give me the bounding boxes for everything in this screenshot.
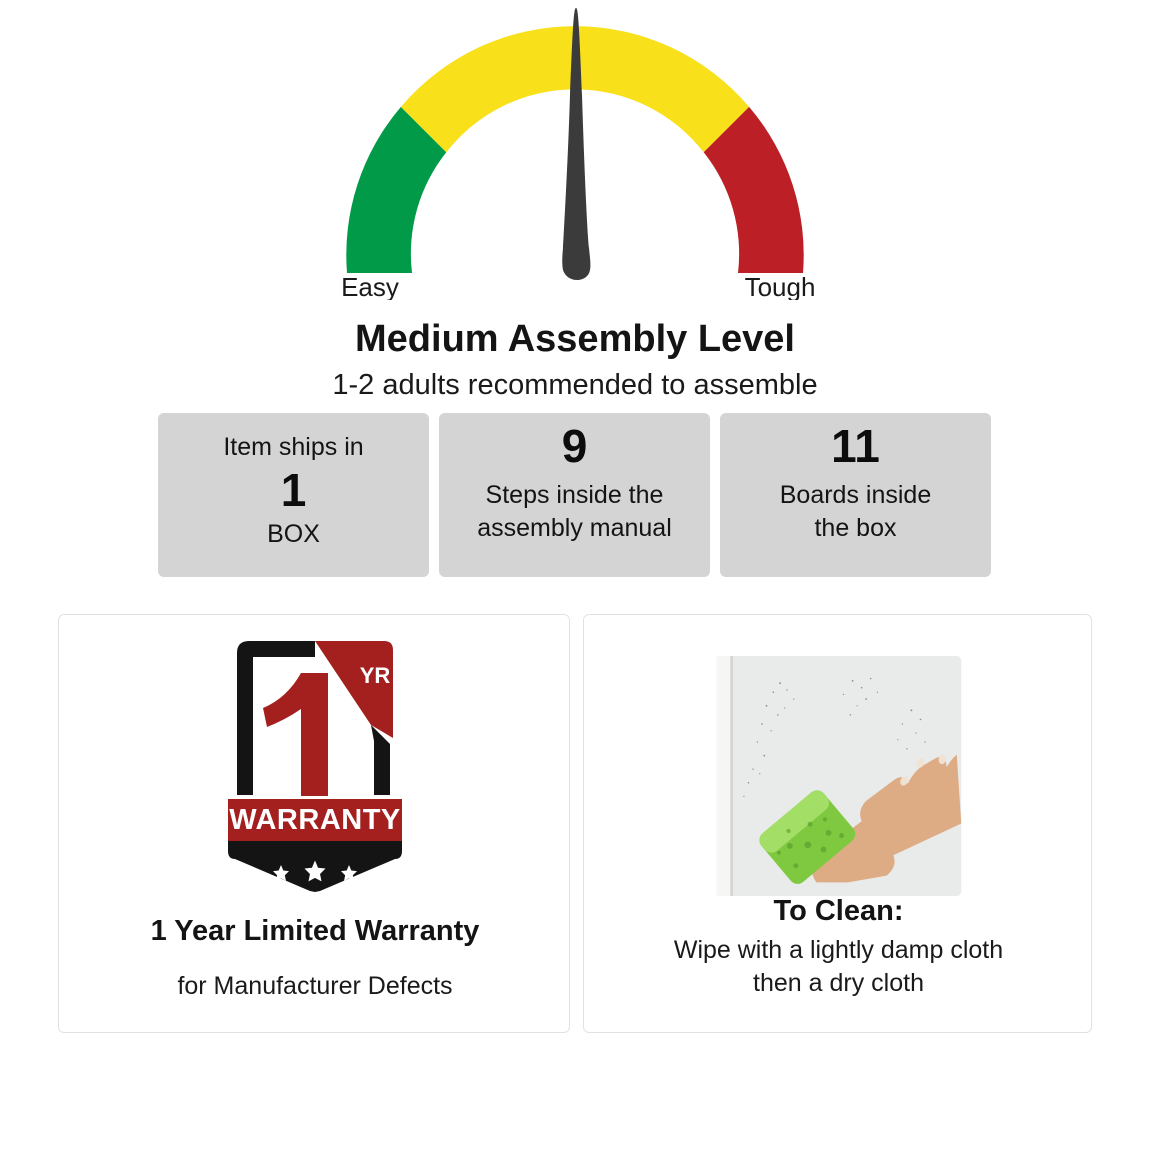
svg-text:YR: YR	[360, 663, 391, 688]
svg-text:Tough: Tough	[745, 272, 816, 300]
svg-text:Easy: Easy	[341, 272, 399, 300]
svg-text:WARRANTY: WARRANTY	[229, 804, 401, 836]
